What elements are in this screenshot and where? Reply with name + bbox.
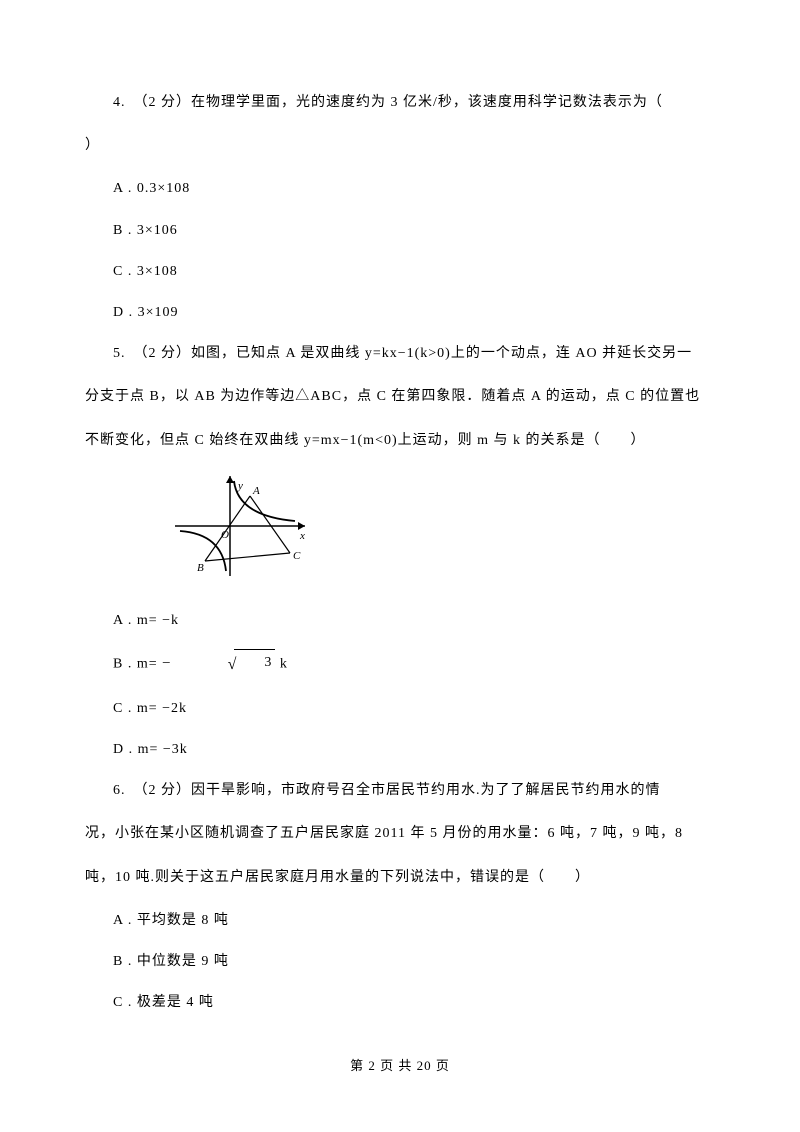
q4-option-d: D . 3×109 (85, 300, 715, 325)
svg-text:x: x (299, 530, 305, 542)
q6-stem-line2: 况，小张在某小区随机调查了五户居民家庭 2011 年 5 月份的用水量：6 吨，… (85, 821, 715, 846)
q4-stem-line1: 4. （2 分）在物理学里面，光的速度约为 3 亿米/秒，该速度用科学记数法表示… (85, 90, 715, 115)
sqrt-icon: √3 (172, 649, 276, 680)
q5-stem-line3: 不断变化，但点 C 始终在双曲线 y=mx−1(m<0)上运动，则 m 与 k … (85, 428, 715, 453)
svg-text:O: O (221, 529, 229, 541)
q5-b-radicand: 3 (234, 649, 275, 675)
q6-stem-line3: 吨，10 吨.则关于这五户居民家庭月用水量的下列说法中，错误的是（ ） (85, 865, 715, 890)
q5-stem-line2: 分支于点 B，以 AB 为边作等边△ABC，点 C 在第四象限．随着点 A 的运… (85, 384, 715, 409)
q5-option-c: C . m= −2k (85, 696, 715, 721)
q6-option-a: A . 平均数是 8 吨 (85, 908, 715, 933)
q6-stem-line1: 6. （2 分）因干旱影响，市政府号召全市居民节约用水.为了了解居民节约用水的情 (85, 778, 715, 803)
q4-stem-line2: ） (85, 133, 715, 158)
svg-text:A: A (252, 485, 260, 497)
svg-text:y: y (237, 480, 243, 492)
hyperbola-graph-icon: y x O A B C (175, 471, 315, 581)
q5-option-a: A . m= −k (85, 608, 715, 633)
q5-option-b: B . m= −√3 k (85, 649, 715, 680)
q4-option-a: A . 0.3×108 (85, 176, 715, 201)
svg-text:B: B (197, 562, 204, 574)
q5-stem-line1: 5. （2 分）如图，已知点 A 是双曲线 y=kx−1(k>0)上的一个动点，… (85, 341, 715, 366)
q5-b-prefix: B . m= (113, 657, 162, 672)
page-footer: 第 2 页 共 20 页 (0, 1054, 800, 1077)
q5-figure: y x O A B C (175, 471, 715, 590)
q5-b-suffix: k (275, 657, 288, 672)
page-content: 4. （2 分）在物理学里面，光的速度约为 3 亿米/秒，该速度用科学记数法表示… (0, 0, 800, 1071)
q6-option-b: B . 中位数是 9 吨 (85, 949, 715, 974)
q4-option-b: B . 3×106 (85, 218, 715, 243)
svg-text:C: C (293, 550, 301, 562)
q5-option-d: D . m= −3k (85, 737, 715, 762)
q4-option-c: C . 3×108 (85, 259, 715, 284)
q6-option-c: C . 极差是 4 吨 (85, 990, 715, 1015)
